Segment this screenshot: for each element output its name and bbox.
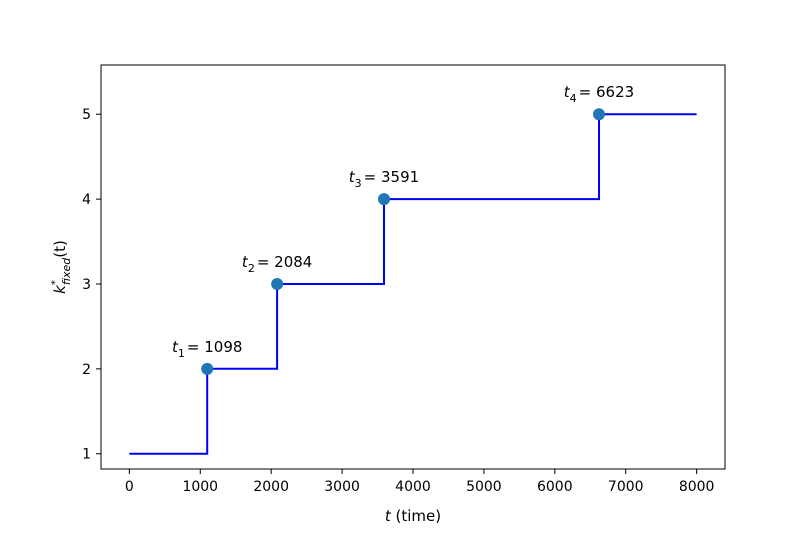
x-tick-label: 0 xyxy=(125,479,134,495)
change-point-label: t2 = 2084 xyxy=(242,253,312,275)
change-point-label-var: t xyxy=(242,253,249,271)
y-axis-title-rest: (t) xyxy=(51,240,69,258)
change-point-label-sub: 1 xyxy=(178,347,185,360)
x-axis-title-var: t xyxy=(385,507,392,525)
plot-area xyxy=(129,108,697,455)
x-axis-title-rest: (time) xyxy=(391,507,441,525)
y-axis-title: k*fixed(t) xyxy=(50,240,73,294)
x-axis-title: t (time) xyxy=(385,507,441,525)
change-point-marker xyxy=(377,193,390,206)
ticks: 0 1000 2000 3000 4000 5000 6000 7000 8000 1 2 3 4 5 xyxy=(82,107,714,495)
x-tick-label: 4000 xyxy=(395,479,431,495)
change-point-label: t1 = 1098 xyxy=(172,338,242,360)
y-axis-title-sup: * xyxy=(50,280,61,285)
change-point-marker xyxy=(592,108,605,121)
change-point-label: t3 = 3591 xyxy=(349,168,419,190)
x-tick-label: 8000 xyxy=(679,479,715,495)
change-point-label-value: = 2084 xyxy=(257,253,313,271)
x-tick-label: 3000 xyxy=(324,479,360,495)
axes-frame xyxy=(100,64,726,470)
x-tick-label: 2000 xyxy=(253,479,289,495)
change-point-label-var: t xyxy=(564,83,571,101)
x-tick-label: 5000 xyxy=(466,479,502,495)
change-point-label-sub: 4 xyxy=(570,92,577,105)
y-tick-label: 5 xyxy=(82,107,91,123)
change-point-label: t4 = 6623 xyxy=(564,83,634,105)
step-series-line xyxy=(129,113,697,455)
change-point-label-var: t xyxy=(349,168,356,186)
change-point-label-var: t xyxy=(172,338,179,356)
y-tick-label: 3 xyxy=(82,277,91,293)
change-point-label-value: = 3591 xyxy=(364,168,420,186)
change-point-marker xyxy=(201,362,214,375)
x-tick-label: 7000 xyxy=(608,479,644,495)
change-point-marker xyxy=(271,277,284,290)
y-axis-title-sub: fixed xyxy=(60,257,73,285)
change-point-label-sub: 3 xyxy=(355,177,362,190)
y-tick-label: 4 xyxy=(82,192,91,208)
change-point-label-value: = 6623 xyxy=(579,83,635,101)
x-tick-label: 6000 xyxy=(537,479,573,495)
change-point-label-value: = 1098 xyxy=(187,338,243,356)
y-axis-title-var: k xyxy=(51,284,69,294)
y-tick-label: 1 xyxy=(82,447,91,463)
x-tick-label: 1000 xyxy=(182,479,218,495)
change-point-label-sub: 2 xyxy=(248,262,255,275)
y-tick-label: 2 xyxy=(82,362,91,378)
